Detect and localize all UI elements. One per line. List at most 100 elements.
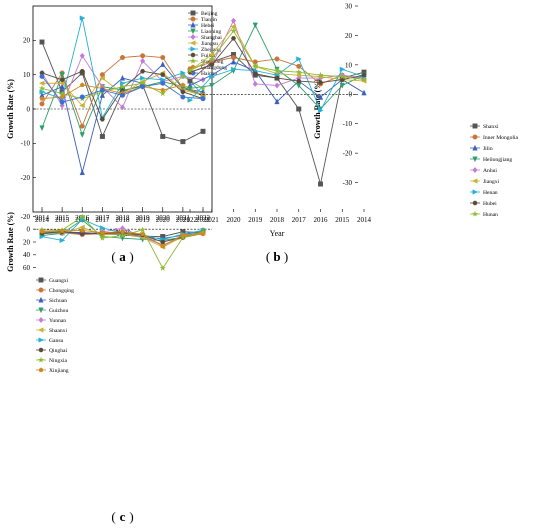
y-tick-label: -10 <box>343 120 353 128</box>
y-axis-label: Growth Rate (%) <box>313 79 322 139</box>
legend-item: Anhui <box>470 166 497 174</box>
data-point <box>187 85 193 92</box>
y-tick-label: -20 <box>21 174 31 182</box>
x-tick-label: 2020 <box>227 216 242 224</box>
data-point <box>79 169 85 176</box>
legend-label: Liaoning <box>201 29 221 35</box>
legend-marker <box>189 40 196 46</box>
data-point <box>139 226 146 233</box>
data-point <box>119 74 126 81</box>
data-point <box>160 239 166 245</box>
data-point <box>79 94 85 100</box>
series-hunan <box>186 27 368 83</box>
legend-item: Guangxi <box>36 277 69 284</box>
y-tick-label: -10 <box>21 140 31 148</box>
data-point <box>160 133 166 139</box>
legend-label: Chongqing <box>49 288 74 294</box>
legend-label: Beijing <box>201 11 218 17</box>
data-point <box>160 87 166 93</box>
legend-marker <box>38 337 45 343</box>
legend-label: Shaanxi <box>49 328 67 334</box>
data-point <box>273 67 281 74</box>
y-tick-label: 30 <box>345 2 353 10</box>
data-point <box>39 125 45 132</box>
data-point <box>59 77 65 83</box>
legend-marker <box>190 16 196 22</box>
x-tick-label: 2016 <box>314 216 329 224</box>
data-point <box>79 213 86 220</box>
legend-label: Fujian <box>201 53 215 59</box>
data-point <box>296 63 302 69</box>
data-point <box>39 89 46 95</box>
data-point <box>39 39 45 45</box>
y-tick-label: -30 <box>343 179 353 187</box>
legend-item: Henan <box>470 189 498 196</box>
x-tick-label: 2014 <box>35 214 50 222</box>
y-axis-label: Growth Rate (%) <box>6 212 15 272</box>
data-point <box>179 234 187 241</box>
x-tick-label: 2017 <box>292 216 307 224</box>
data-point <box>296 106 302 112</box>
data-point <box>180 94 186 100</box>
data-point <box>99 230 105 235</box>
legend-item: Shanghai <box>188 33 222 41</box>
data-point <box>38 80 45 86</box>
legend-item: Sichuan <box>36 296 67 304</box>
data-point <box>160 72 166 77</box>
x-tick-label: 2018 <box>116 216 131 224</box>
x-tick-label: 2020 <box>156 216 171 224</box>
panel-label-a: (a) <box>111 249 133 264</box>
panel-label-letter: b <box>273 249 280 264</box>
x-tick-label: 2014 <box>35 216 50 224</box>
legend-marker <box>190 52 196 58</box>
x-tick-label: 2020 <box>156 214 171 222</box>
x-tick-label: 2015 <box>335 216 350 224</box>
legend-item: Hebei <box>188 21 215 29</box>
data-point <box>119 55 125 61</box>
series-xinjiang <box>39 227 206 249</box>
data-point <box>140 84 146 90</box>
legend-label: Yunnan <box>49 318 66 324</box>
data-point <box>59 83 65 90</box>
data-point <box>274 98 280 105</box>
data-point <box>274 56 280 62</box>
legend-item: Liaoning <box>188 28 221 35</box>
legend-item: Shaanxi <box>36 327 67 334</box>
legend-item: Beijing <box>188 10 218 17</box>
data-point <box>274 75 280 81</box>
data-point <box>339 82 345 89</box>
data-point <box>140 53 146 59</box>
legend-label: Tianjin <box>201 17 217 23</box>
y-tick-label: 40 <box>23 251 31 259</box>
legend-marker <box>37 327 44 333</box>
legend-label: Anhui <box>483 168 497 174</box>
legend-item: Zhejiang <box>188 46 221 53</box>
legend-marker <box>190 21 196 28</box>
x-tick-label: 2022 <box>196 214 211 222</box>
legend-item: Xinjiang <box>36 367 69 374</box>
chart-panel-a: -20-100102020142015201620172018201920202… <box>6 5 227 264</box>
data-point <box>209 62 215 68</box>
data-point <box>180 89 186 95</box>
legend-item: Fujian <box>188 52 215 59</box>
y-tick-label: 20 <box>23 37 31 45</box>
data-point <box>361 72 367 78</box>
data-point <box>208 55 215 62</box>
data-point <box>230 17 237 24</box>
panel-label-close-paren: ) <box>284 249 288 264</box>
data-point <box>59 228 65 233</box>
legend-item: Hubei <box>470 200 497 207</box>
legend-item: Guizhou <box>36 307 68 314</box>
data-point <box>140 57 146 64</box>
data-point <box>318 181 324 187</box>
data-point <box>140 231 146 237</box>
data-point <box>119 232 126 239</box>
data-point <box>187 97 194 103</box>
legend-marker <box>38 316 44 324</box>
panel-label-b: (b) <box>266 249 288 264</box>
legend-marker <box>471 178 478 184</box>
legend-item: Tianjin <box>188 16 217 23</box>
legend-marker <box>38 296 44 303</box>
data-point <box>79 123 85 129</box>
